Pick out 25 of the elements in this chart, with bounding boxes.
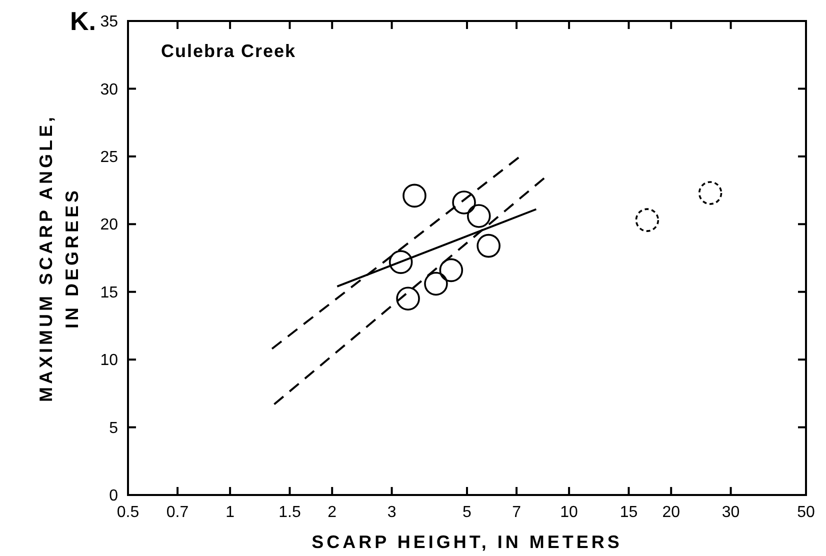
- x-tick-label: 50: [797, 504, 815, 521]
- x-tick-label: 1.5: [278, 504, 301, 521]
- x-tick-label: 20: [662, 504, 680, 521]
- x-tick-label: 0.7: [166, 504, 189, 521]
- annotation: Culebra Creek: [161, 41, 296, 61]
- y-tick-label: 15: [100, 284, 118, 302]
- y-tick-label: 20: [100, 216, 118, 234]
- x-tick-label: 15: [620, 504, 638, 521]
- y-tick-label: 5: [109, 420, 118, 437]
- x-tick-label: 2: [328, 504, 337, 521]
- x-tick-label: 3: [387, 504, 396, 521]
- y-tick-label: 25: [100, 149, 118, 166]
- y-tick-label: 35: [100, 14, 118, 31]
- x-tick-label: 5: [462, 504, 472, 521]
- x-tick-label: 0.5: [116, 504, 140, 521]
- x-axis-title: SCARP HEIGHT, IN METERS: [312, 532, 622, 552]
- y-axis-title: MAXIMUM SCARP ANGLE, IN DEGREES: [36, 114, 82, 402]
- x-tick-label: 30: [722, 504, 740, 521]
- chart-title: K.: [70, 6, 96, 36]
- y-tick-label: 10: [100, 352, 118, 370]
- y-tick-label: 0: [109, 488, 118, 505]
- x-tick-label: 1: [226, 504, 235, 521]
- y-tick-label: 30: [100, 81, 118, 98]
- x-tick-label: 7: [512, 504, 522, 521]
- x-tick-label: 10: [560, 504, 578, 521]
